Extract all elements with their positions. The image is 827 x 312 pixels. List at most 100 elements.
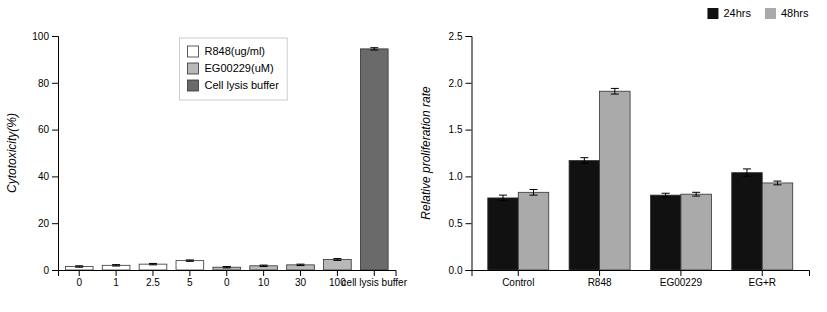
x-tick-label: 0 <box>224 277 230 288</box>
error-bar <box>662 193 670 197</box>
bar <box>287 265 315 270</box>
error-bar <box>692 192 700 196</box>
y-tick: 60 <box>38 124 58 135</box>
bar <box>102 265 130 270</box>
legend-item: Cell lysis buffer <box>188 79 280 91</box>
bar <box>569 160 599 270</box>
panel: 0.00.51.01.52.02.5ControlR848EG00229EG+R… <box>419 7 810 288</box>
panel: 020406080100012.5501030100cell lysis buf… <box>5 31 408 288</box>
x-tick: 1 <box>113 270 119 288</box>
error-bar <box>223 266 231 267</box>
y-axis-line <box>466 37 473 271</box>
y-tick-label: 2.5 <box>449 31 463 42</box>
x-tick: 0 <box>224 270 230 288</box>
x-tick-label: 5 <box>187 277 193 288</box>
x-tick-mark <box>152 270 153 276</box>
bar <box>762 183 792 270</box>
y-tick-label: 0 <box>43 265 49 276</box>
error-bar <box>611 88 619 94</box>
y-tick: 2.5 <box>449 31 472 42</box>
legend-label: 48hrs <box>781 7 809 19</box>
legend: R848(ug/ml) EG00229(uM) Cell lysis buffer <box>180 38 288 100</box>
y-tick-mark <box>466 83 472 84</box>
legend-frame <box>180 38 288 100</box>
x-tick-mark <box>226 270 227 276</box>
x-tick: EG+R <box>748 270 776 288</box>
y-tick-label: 40 <box>38 171 50 182</box>
bar <box>681 194 711 270</box>
error-bar <box>580 158 588 164</box>
x-tick-label: 0 <box>76 277 82 288</box>
legend-swatch <box>188 80 199 91</box>
legend-entries: R848(ug/ml) EG00229(uM) Cell lysis buffer <box>188 45 280 91</box>
bar <box>518 192 548 270</box>
x-tick-mark <box>762 270 763 276</box>
legend-label: R848(ug/ml) <box>205 45 266 57</box>
x-tick-mark <box>116 270 117 276</box>
x-tick-label: 30 <box>295 277 307 288</box>
bar <box>650 195 680 270</box>
legend-label: 24hrs <box>723 7 751 19</box>
legend-swatch <box>707 8 718 19</box>
error-bar <box>743 169 751 176</box>
error-bar <box>370 48 378 50</box>
x-tick: 2.5 <box>146 270 160 288</box>
legend-item: 24hrs <box>707 7 751 19</box>
x-tick-mark <box>337 270 338 276</box>
x-tick-mark <box>263 270 264 276</box>
x-tick-mark <box>599 270 600 276</box>
bar <box>139 264 167 270</box>
x-tick: 0 <box>76 270 82 288</box>
plot-area <box>65 48 388 270</box>
y-tick: 20 <box>38 218 58 229</box>
y-tick: 0.5 <box>449 218 472 229</box>
x-tick-mark <box>79 270 80 276</box>
x-tick: cell lysis buffer <box>342 270 408 288</box>
x-tick-mark <box>189 270 190 276</box>
legend-item: R848(ug/ml) <box>188 45 266 57</box>
y-axis-title: Relative proliferation rate <box>419 86 433 220</box>
x-tick: 5 <box>187 270 193 288</box>
legend: 24hrs 48hrs <box>707 7 809 19</box>
x-tick-mark <box>518 270 519 276</box>
y-tick-mark <box>52 83 58 84</box>
y-tick-label: 20 <box>38 218 50 229</box>
bar <box>600 91 630 270</box>
x-tick: Control <box>502 270 534 288</box>
y-tick-mark <box>466 270 472 271</box>
x-tick-label: 1 <box>113 277 119 288</box>
x-axis-line <box>472 271 810 277</box>
figure: 020406080100012.5501030100cell lysis buf… <box>0 0 827 312</box>
x-tick-label: 2.5 <box>146 277 160 288</box>
x-tick-label: EG+R <box>748 277 776 288</box>
y-tick-mark <box>466 176 472 177</box>
y-tick: 0.0 <box>449 265 472 276</box>
legend-item: EG00229(uM) <box>188 62 274 74</box>
x-tick-mark <box>680 270 681 276</box>
x-tick-label: Control <box>502 277 534 288</box>
y-tick-mark <box>466 223 472 224</box>
x-tick-label: R848 <box>588 277 612 288</box>
y-tick: 1.0 <box>449 171 472 182</box>
y-tick-label: 0.5 <box>449 218 463 229</box>
error-bar <box>112 265 120 266</box>
bar <box>324 259 352 270</box>
y-tick-mark <box>52 176 58 177</box>
legend-label: Cell lysis buffer <box>205 79 280 91</box>
y-tick: 80 <box>38 78 58 89</box>
y-tick-mark <box>52 223 58 224</box>
x-tick-label: EG00229 <box>660 277 703 288</box>
x-tick-mark <box>300 270 301 276</box>
x-tick: R848 <box>588 270 612 288</box>
y-tick-mark <box>466 130 472 131</box>
y-tick: 100 <box>32 31 58 42</box>
error-bar <box>333 259 341 261</box>
y-tick-label: 80 <box>38 78 50 89</box>
y-axis-line <box>52 37 59 271</box>
y-tick-label: 1.5 <box>449 124 463 135</box>
error-bar <box>260 265 268 266</box>
legend-swatch <box>188 63 199 74</box>
bar <box>176 261 204 270</box>
bar <box>732 173 762 270</box>
bar <box>250 266 278 270</box>
